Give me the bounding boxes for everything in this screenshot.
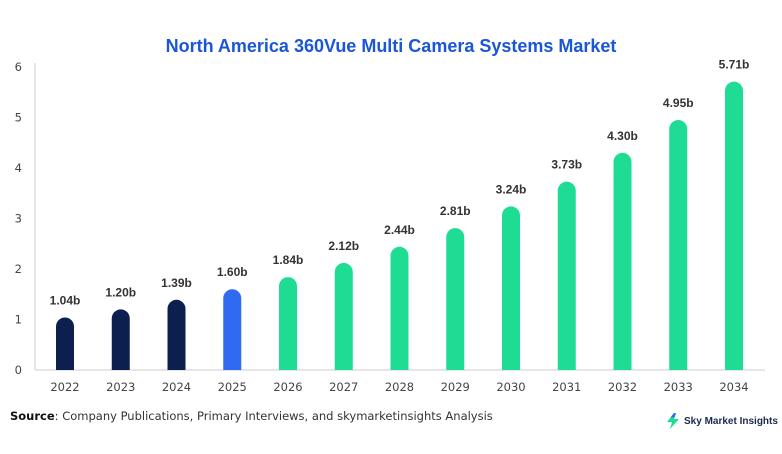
- bar-2033: [669, 120, 688, 370]
- lightning-bolt-icon: [667, 413, 679, 429]
- x-tick-label: 2024: [162, 380, 191, 394]
- data-label: 4.95b: [663, 96, 694, 110]
- data-label: 1.20b: [105, 285, 136, 299]
- x-tick-label: 2025: [218, 380, 247, 394]
- bar-2034: [725, 81, 743, 370]
- x-tick-label: 2026: [273, 380, 302, 394]
- y-tick-label: 4: [15, 161, 22, 175]
- x-tick-label: 2030: [496, 380, 525, 394]
- bar-2029: [446, 228, 465, 370]
- axes: 0 1 2 3 4 5 6 2022 2023 2024 2025 2026 2027 2028 2029 2…: [15, 60, 765, 394]
- data-label: 5.71b: [719, 58, 750, 72]
- bar-2032: [613, 152, 632, 370]
- bar-2031: [557, 181, 576, 370]
- bar-2023: [111, 309, 130, 370]
- bar-chart: North America 360Vue Multi Camera System…: [15, 36, 765, 394]
- data-label: 1.04b: [50, 293, 81, 307]
- bars: [56, 81, 743, 370]
- data-label: 2.81b: [440, 204, 471, 218]
- x-tick-label: 2029: [441, 380, 470, 394]
- data-label: 1.60b: [217, 265, 248, 279]
- data-label: 3.73b: [551, 158, 582, 172]
- data-label: 1.39b: [161, 276, 192, 290]
- chart-title: North America 360Vue Multi Camera System…: [166, 36, 617, 56]
- source-label: Source: [10, 409, 55, 423]
- source-note: Source: Company Publications, Primary In…: [10, 409, 493, 423]
- bar-2027: [334, 262, 353, 370]
- x-tick-label: 2022: [50, 380, 79, 394]
- x-tick-label: 2032: [608, 380, 637, 394]
- y-tick-label: 6: [15, 60, 22, 74]
- bar-2030: [502, 206, 520, 370]
- data-labels: 1.04b 1.20b 1.39b 1.60b 1.84b 2.12b 2.44b 2.81b…: [50, 58, 750, 308]
- x-tick-label: 2027: [329, 380, 358, 394]
- y-tick-label: 5: [15, 111, 22, 125]
- bar-2026: [279, 277, 297, 370]
- x-tick-label: 2028: [385, 380, 414, 394]
- bar-2022: [56, 317, 74, 370]
- y-tick-label: 1: [15, 313, 22, 327]
- source-text: : Company Publications, Primary Intervie…: [54, 409, 493, 423]
- x-tick-label: 2033: [664, 380, 693, 394]
- data-label: 4.30b: [607, 129, 638, 143]
- data-label: 2.12b: [328, 239, 359, 253]
- data-label: 1.84b: [273, 253, 304, 267]
- x-tick-label: 2031: [552, 380, 581, 394]
- data-label: 3.24b: [496, 182, 527, 196]
- bar-2025: [223, 289, 242, 370]
- y-tick-label: 2: [15, 262, 22, 276]
- brand-logo: Sky Market Insights: [666, 413, 778, 429]
- x-tick-label: 2023: [106, 380, 135, 394]
- data-label: 2.44b: [384, 223, 415, 237]
- bar-2024: [167, 299, 186, 370]
- bar-2028: [390, 246, 409, 370]
- y-tick-label: 3: [15, 212, 22, 226]
- brand-name: Sky Market Insights: [684, 415, 778, 427]
- y-tick-label: 0: [15, 363, 22, 377]
- x-tick-label: 2034: [719, 380, 748, 394]
